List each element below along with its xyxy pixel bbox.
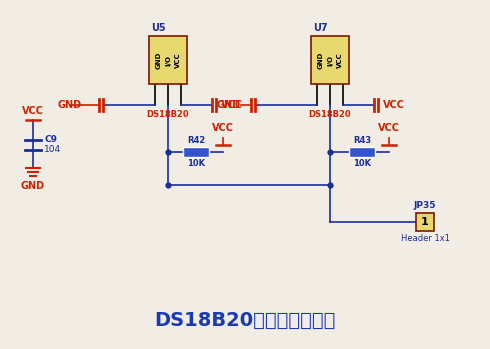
Text: DS18B20: DS18B20 [147,110,189,119]
Text: GND: GND [21,181,45,191]
Text: VCC: VCC [212,123,234,133]
Text: I/O: I/O [327,54,333,66]
Text: DS18B20温度传感器模块: DS18B20温度传感器模块 [154,311,336,329]
Text: Header 1x1: Header 1x1 [400,234,449,243]
Text: VCC: VCC [383,100,405,110]
Text: JP35: JP35 [414,201,436,210]
Text: GND: GND [318,51,323,69]
Text: C9: C9 [44,135,57,144]
Text: R42: R42 [187,136,205,145]
Text: 104: 104 [44,146,61,155]
Text: GND: GND [155,51,162,69]
Text: 1: 1 [421,217,429,227]
Text: R43: R43 [353,136,371,145]
Text: GND: GND [58,100,82,110]
Text: VCC: VCC [337,52,343,68]
Text: DS18B20: DS18B20 [309,110,351,119]
Bar [349,147,375,157]
Text: U7: U7 [313,23,328,33]
Text: U5: U5 [151,23,166,33]
Text: VCC: VCC [174,52,180,68]
Text: VCC: VCC [378,123,400,133]
Bar [311,36,349,84]
Text: I/O: I/O [165,54,171,66]
Bar [183,147,209,157]
Bar [149,36,187,84]
Bar [416,213,434,231]
Text: VCC: VCC [221,100,243,110]
Text: 10K: 10K [187,159,205,168]
Text: VCC: VCC [22,106,44,116]
Text: 10K: 10K [353,159,371,168]
Text: GND: GND [217,100,241,110]
